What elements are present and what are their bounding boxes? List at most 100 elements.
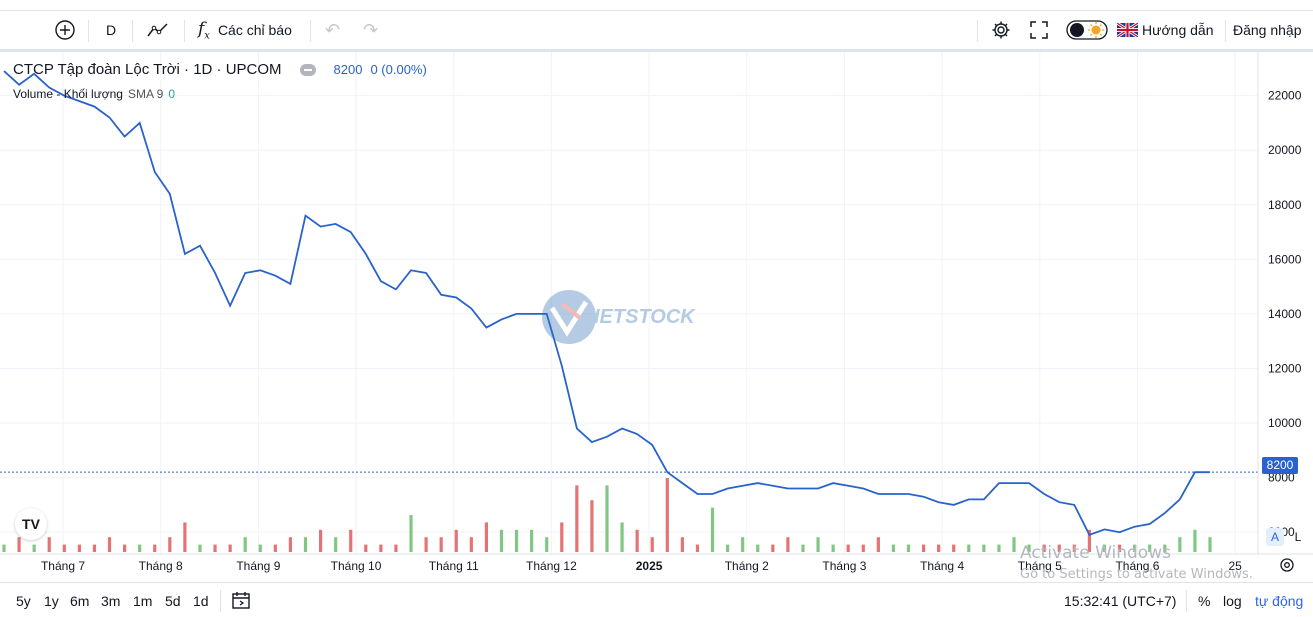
y-tick-label: 22000 [1268,89,1302,103]
auto-toggle[interactable]: tự động [1255,593,1304,609]
chart-type-button[interactable] [146,11,170,49]
x-tick-label: Tháng 5 [1018,559,1062,573]
volume-bar [545,537,549,552]
calendar-icon [232,592,250,609]
x-tick-label: Tháng 10 [331,559,382,573]
goto-date-button[interactable] [231,590,251,613]
fullscreen-button[interactable] [1029,11,1049,49]
guide-link[interactable]: Hướng dẫn [1117,11,1213,49]
tradingview-logo-icon[interactable]: TV [15,508,47,540]
volume-bar [726,544,730,552]
volume-bar [1102,544,1107,552]
volume-bar [273,544,277,552]
volume-bar [484,522,488,552]
y-tick-label: 8000 [1268,471,1295,485]
clock-time[interactable]: 15:32:41 (UTC+7) [1064,593,1177,609]
guide-label: Hướng dẫn [1142,22,1214,38]
volume-bar [891,544,896,552]
volume-bar [1012,537,1016,552]
volume-bar [183,522,187,552]
add-symbol-button[interactable] [54,11,76,49]
volume-bar [1193,529,1197,552]
range-5d[interactable]: 5d [165,593,181,609]
x-tick-label: Tháng 8 [139,559,183,573]
interval-button[interactable]: D [106,22,117,38]
volume-bar [861,544,865,552]
time-scale-settings[interactable] [1278,556,1296,579]
volume-bar [349,529,353,552]
volume-bar [575,485,579,552]
volume-bar [469,537,473,552]
volume-bar [153,544,157,552]
volume-bar [1208,537,1212,552]
toolbar-divider [1225,20,1226,42]
volume-bar [1117,544,1122,552]
toolbar-divider [1186,590,1187,612]
log-scale-button[interactable]: L [1294,530,1302,544]
y-tick-label: 20000 [1268,143,1302,157]
y-tick-label: 14000 [1268,307,1302,321]
volume-bar [710,507,715,552]
undo-icon: ↶ [325,19,341,40]
uk-flag-icon [1117,23,1138,37]
eye-toggle-icon[interactable] [299,63,316,76]
toolbar-divider [310,20,311,42]
volume-bar [168,537,172,552]
theme-toggle[interactable] [1066,11,1108,49]
gear-icon [992,21,1010,39]
function-icon: fx [198,18,210,42]
volume-bar [198,544,202,552]
volume-bar [258,544,262,552]
auto-scale-button[interactable]: A [1266,528,1284,546]
login-button[interactable]: Đăng nhập [1233,22,1302,38]
volume-bar [1057,544,1061,552]
volume-bar [318,529,323,552]
volume-bar [665,478,669,552]
symbol-title: CTCP Tập đoàn Lộc Trời · 1D · UPCOM [13,61,282,78]
undo-button[interactable]: ↶ [325,11,340,49]
volume-bar [1087,529,1091,552]
volume-bar [695,544,700,552]
log-toggle[interactable]: log [1223,593,1242,609]
range-5y[interactable]: 5y [16,593,31,609]
fullscreen-icon [1030,21,1048,39]
chart-area[interactable]: 6000800010000120001400016000180002000022… [0,52,1313,582]
x-tick-label: Tháng 9 [236,559,280,573]
toolbar-divider [88,20,89,42]
volume-bar [107,537,112,552]
watermark-text: IETSTOCK [594,305,695,328]
indicators-button[interactable]: fx Các chỉ báo [198,11,292,49]
volume-bar [243,537,247,552]
y-tick-label: 10000 [1268,416,1302,430]
volume-bar [47,537,51,552]
range-1d[interactable]: 1d [193,593,209,609]
volume-bar [650,537,654,552]
price-chart[interactable]: 6000800010000120001400016000180002000022… [0,52,1313,582]
volume-bar [1163,544,1167,552]
volume-bar [967,544,971,552]
volume-bar [1027,544,1031,552]
sma-label: SMA 9 [127,87,164,101]
volume-bar [921,544,926,552]
volume-bar [801,544,805,552]
price-badge: 8200 [1262,457,1298,474]
volume-bar [771,544,775,552]
volume-bar [906,544,911,552]
percent-toggle[interactable]: % [1198,593,1211,609]
sma-value: 0 [168,87,176,101]
volume-bar [424,537,428,552]
range-1y[interactable]: 1y [44,593,59,609]
volume-bar [741,537,745,552]
volume-bar [514,529,519,552]
range-1m[interactable]: 1m [133,593,153,609]
volume-bar [62,544,66,552]
volume-bar [288,537,293,552]
range-3m[interactable]: 3m [101,593,121,609]
volume-bar [409,515,413,552]
x-tick-label: Tháng 12 [526,559,577,573]
settings-button[interactable] [990,11,1012,49]
volume-label: Volume - Khối lượng [13,87,123,101]
range-6m[interactable]: 6m [70,593,90,609]
volume-legend: Volume - Khối lượng SMA 9 0 [13,87,175,101]
redo-button[interactable]: ↷ [363,11,378,49]
